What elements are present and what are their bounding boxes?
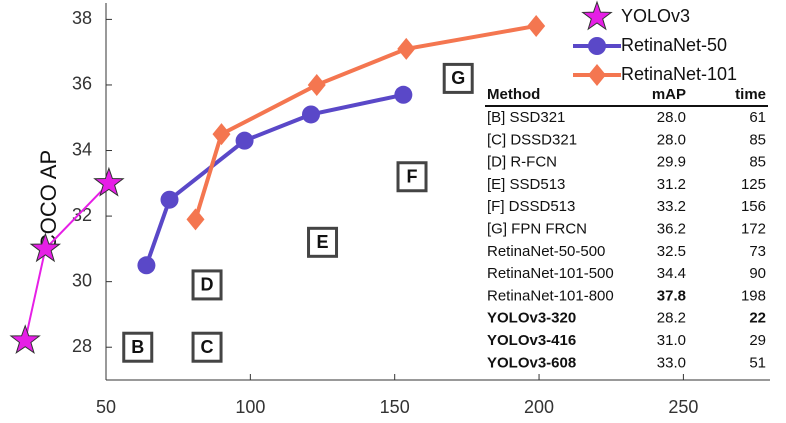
annotation-label: F [407,166,418,186]
table-cell: 28.0 [657,109,686,126]
point [9,324,41,355]
y-tick-label: 36 [72,74,92,94]
table-cell: 28.2 [657,310,686,327]
x-tick-label: 200 [524,397,554,417]
table-cell: 33.0 [657,354,686,371]
x-tick-label: 50 [96,397,116,417]
table-cell: RetinaNet-101-800 [487,287,614,304]
table-cell: [D] R-FCN [487,154,557,171]
legend-marker [581,0,613,31]
table-cell: 29 [749,332,766,349]
table-cell: [B] SSD321 [487,109,565,126]
point [394,85,413,104]
point [527,14,546,37]
table-cell: 31.0 [657,332,686,349]
y-tick-label: 30 [72,270,92,290]
table-cell: 90 [749,265,766,282]
annotation-label: B [131,337,144,357]
point [160,190,179,209]
point [212,123,231,146]
x-tick-label: 250 [668,397,698,417]
table-cell: 34.4 [657,265,686,282]
point [29,232,62,263]
annotation-box [122,331,154,363]
x-tick-label: 150 [380,397,410,417]
legend-label: RetinaNet-50 [621,35,727,55]
table-cell: RetinaNet-50-500 [487,243,605,260]
table-cell: 36.2 [657,220,686,237]
table-cell: 33.2 [657,198,686,215]
table-cell: 31.2 [657,176,686,193]
table-header: mAP [652,86,686,103]
table-cell: [C] DSSD321 [487,131,577,148]
table-cell: 85 [749,131,766,148]
point [93,166,125,197]
point [235,131,254,150]
series-line [144,92,404,266]
legend-marker [588,64,606,86]
table-cell: 61 [749,109,766,126]
annotation-box [396,161,428,193]
table-cell: 172 [741,220,766,237]
table-cell: YOLOv3-608 [487,354,576,371]
annotation-box [307,226,339,258]
annotation-box [442,62,474,94]
point [307,73,326,96]
table-cell: 32.5 [657,243,686,260]
table-cell: 51 [749,354,766,371]
point [137,256,156,275]
table-cell: 198 [741,287,766,304]
annotation-box [191,331,223,363]
annotation-label: C [201,337,214,357]
table-cell: 22 [749,310,766,327]
table-cell: [G] FPN FRCN [487,220,587,237]
table-cell: [E] SSD513 [487,176,565,193]
y-tick-label: 38 [72,8,92,28]
series-line [193,23,537,220]
annotation-label: D [201,275,214,295]
annotation-label: G [451,68,465,88]
y-axis-label: COCO AP [36,150,61,250]
table-cell: 156 [741,198,766,215]
y-tick-label: 32 [72,205,92,225]
table-cell: 28.0 [657,131,686,148]
annotation-label: E [317,232,329,252]
table-cell: 29.9 [657,154,686,171]
legend-marker [588,37,606,55]
table-header: time [735,86,766,103]
annotation-box [191,269,223,301]
table-cell: YOLOv3-320 [487,310,576,327]
table-cell: YOLOv3-416 [487,332,576,349]
table-cell: [F] DSSD513 [487,198,575,215]
legend-label: YOLOv3 [621,6,690,26]
table-cell: 85 [749,154,766,171]
table-cell: 37.8 [657,287,686,304]
y-tick-label: 28 [72,336,92,356]
table-cell: 73 [749,243,766,260]
x-tick-label: 100 [235,397,265,417]
y-tick-label: 34 [72,139,92,159]
table-cell: 125 [741,176,766,193]
point [397,37,416,60]
table-header: Method [487,86,540,103]
point [301,105,320,124]
table-cell: RetinaNet-101-500 [487,265,614,282]
legend-label: RetinaNet-101 [621,64,737,84]
point [186,208,205,231]
